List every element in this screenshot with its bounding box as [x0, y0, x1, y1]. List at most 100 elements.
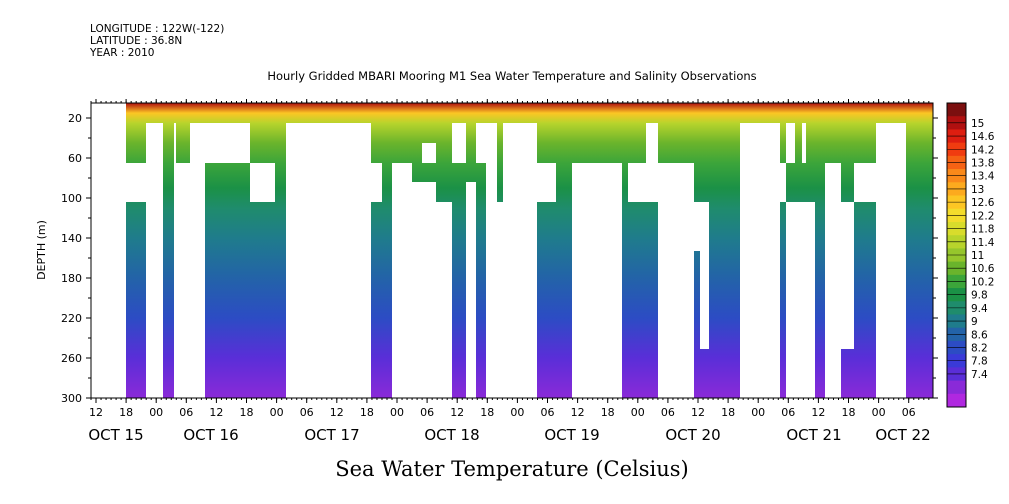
missing-data-mask	[486, 163, 497, 398]
missing-data-mask	[634, 163, 658, 202]
missing-data-mask	[476, 123, 497, 163]
colorbar-label: 7.4	[971, 369, 988, 381]
x-hour-label: 00	[872, 406, 886, 419]
x-day-label: OCT 21	[786, 426, 841, 444]
missing-data-mask	[825, 163, 841, 398]
colorbar-label: 12.2	[971, 210, 994, 222]
colorbar-label: 13	[971, 184, 984, 196]
colorbar-label: 8.2	[971, 343, 988, 355]
colorbar-label: 13.4	[971, 171, 995, 183]
x-hour-label: 18	[842, 406, 856, 419]
x-hour-label: 18	[360, 406, 374, 419]
y-tick-label: 100	[61, 192, 82, 205]
x-hour-label: 18	[119, 406, 133, 419]
missing-data-mask	[190, 123, 205, 398]
x-axis: 12 18 00 06 12 18 00 06 12 18 00 06 12 18 00 06 12 18 00 06…	[88, 99, 931, 444]
longitude-label: LONGITUDE : 122W(-122)	[90, 23, 225, 35]
x-hour-label: 12	[691, 406, 705, 419]
missing-data-mask	[628, 163, 634, 202]
colorbar: 1514.614.213.813.41312.612.211.811.41110…	[946, 102, 995, 408]
colorbar-label: 8.6	[971, 329, 988, 341]
x-hour-label: 18	[721, 406, 735, 419]
y-axis-label: DEPTH (m)	[35, 220, 48, 280]
missing-data-mask	[466, 182, 476, 398]
missing-data-mask	[572, 163, 622, 398]
x-hour-label: 12	[811, 406, 825, 419]
x-day-label: OCT 18	[424, 426, 479, 444]
missing-data-mask	[497, 202, 503, 398]
missing-data-mask	[786, 202, 815, 398]
missing-data-mask	[452, 123, 466, 163]
colorbar-swatch	[947, 103, 966, 117]
x-hour-label: 06	[179, 406, 193, 419]
x-hour-label: 12	[330, 406, 344, 419]
x-day-label: OCT 15	[88, 426, 143, 444]
x-day-label: OCT 22	[875, 426, 930, 444]
x-hour-label: 12	[571, 406, 585, 419]
missing-data-mask	[91, 103, 126, 398]
year-label: YEAR : 2010	[90, 47, 155, 59]
missing-data-mask	[126, 163, 146, 202]
x-hour-label: 06	[541, 406, 555, 419]
y-tick-label: 300	[61, 392, 82, 405]
y-tick-label: 140	[61, 232, 82, 245]
x-day-label: OCT 17	[304, 426, 359, 444]
missing-data-mask	[316, 123, 342, 163]
x-day-label: OCT 20	[665, 426, 720, 444]
missing-data-mask	[205, 123, 250, 163]
missing-data-mask	[740, 123, 780, 398]
x-hour-label: 00	[149, 406, 163, 419]
colorbar-label: 11.8	[971, 224, 994, 236]
missing-data-mask	[780, 163, 786, 202]
missing-data-mask	[250, 163, 275, 202]
colorbar-label: 9.4	[971, 303, 988, 315]
x-hour-label: 06	[781, 406, 795, 419]
missing-data-mask	[286, 123, 371, 398]
colorbar-label: 15	[971, 118, 984, 130]
missing-data-mask	[174, 163, 190, 398]
y-tick-label: 60	[68, 152, 82, 165]
x-day-label: OCT 16	[183, 426, 238, 444]
missing-data-mask	[527, 163, 556, 202]
missing-data-mask	[146, 123, 163, 398]
missing-data-mask	[854, 163, 876, 202]
colorbar-label: 14.2	[971, 144, 994, 156]
x-hour-label: 00	[510, 406, 524, 419]
chart-title: Hourly Gridded MBARI Mooring M1 Sea Wate…	[267, 69, 756, 83]
y-tick-label: 20	[68, 112, 82, 125]
colorbar-label: 9	[971, 316, 978, 328]
colorbar-label: 12.6	[971, 197, 995, 209]
x-hour-label: 00	[390, 406, 404, 419]
x-hour-label: 12	[209, 406, 223, 419]
missing-data-mask	[700, 202, 709, 349]
missing-data-mask	[754, 123, 767, 163]
x-day-label: OCT 19	[544, 426, 599, 444]
colorbar-label: 10.2	[971, 276, 994, 288]
metadata-block: LONGITUDE : 122W(-122) LATITUDE : 36.8N …	[90, 23, 224, 59]
missing-data-mask	[841, 202, 854, 349]
missing-data-mask	[422, 143, 436, 163]
y-tick-label: 260	[61, 352, 82, 365]
y-axis: 20 60 100 140 180 220 260 300	[61, 112, 938, 405]
missing-data-mask	[392, 163, 412, 398]
missing-data-mask	[174, 123, 176, 163]
missing-data-mask	[658, 163, 694, 398]
missing-data-mask	[802, 123, 806, 163]
colorbar-swatch	[947, 380, 966, 395]
colorbar-label: 10.6	[971, 263, 995, 275]
x-hour-label: 00	[751, 406, 765, 419]
colorbar-label: 11	[971, 250, 984, 262]
y-tick-label: 220	[61, 312, 82, 325]
x-hour-label: 06	[300, 406, 314, 419]
x-hour-label: 06	[902, 406, 916, 419]
x-hour-label: 06	[420, 406, 434, 419]
missing-data-mask	[371, 163, 382, 202]
colorbar-label: 11.4	[971, 237, 995, 249]
x-hour-label: 18	[480, 406, 494, 419]
colorbar-label: 9.8	[971, 290, 988, 302]
x-hour-label: 12	[89, 406, 103, 419]
x-hour-label: 18	[601, 406, 615, 419]
missing-data-mask	[412, 182, 436, 398]
colorbar-label: 14.6	[971, 131, 995, 143]
